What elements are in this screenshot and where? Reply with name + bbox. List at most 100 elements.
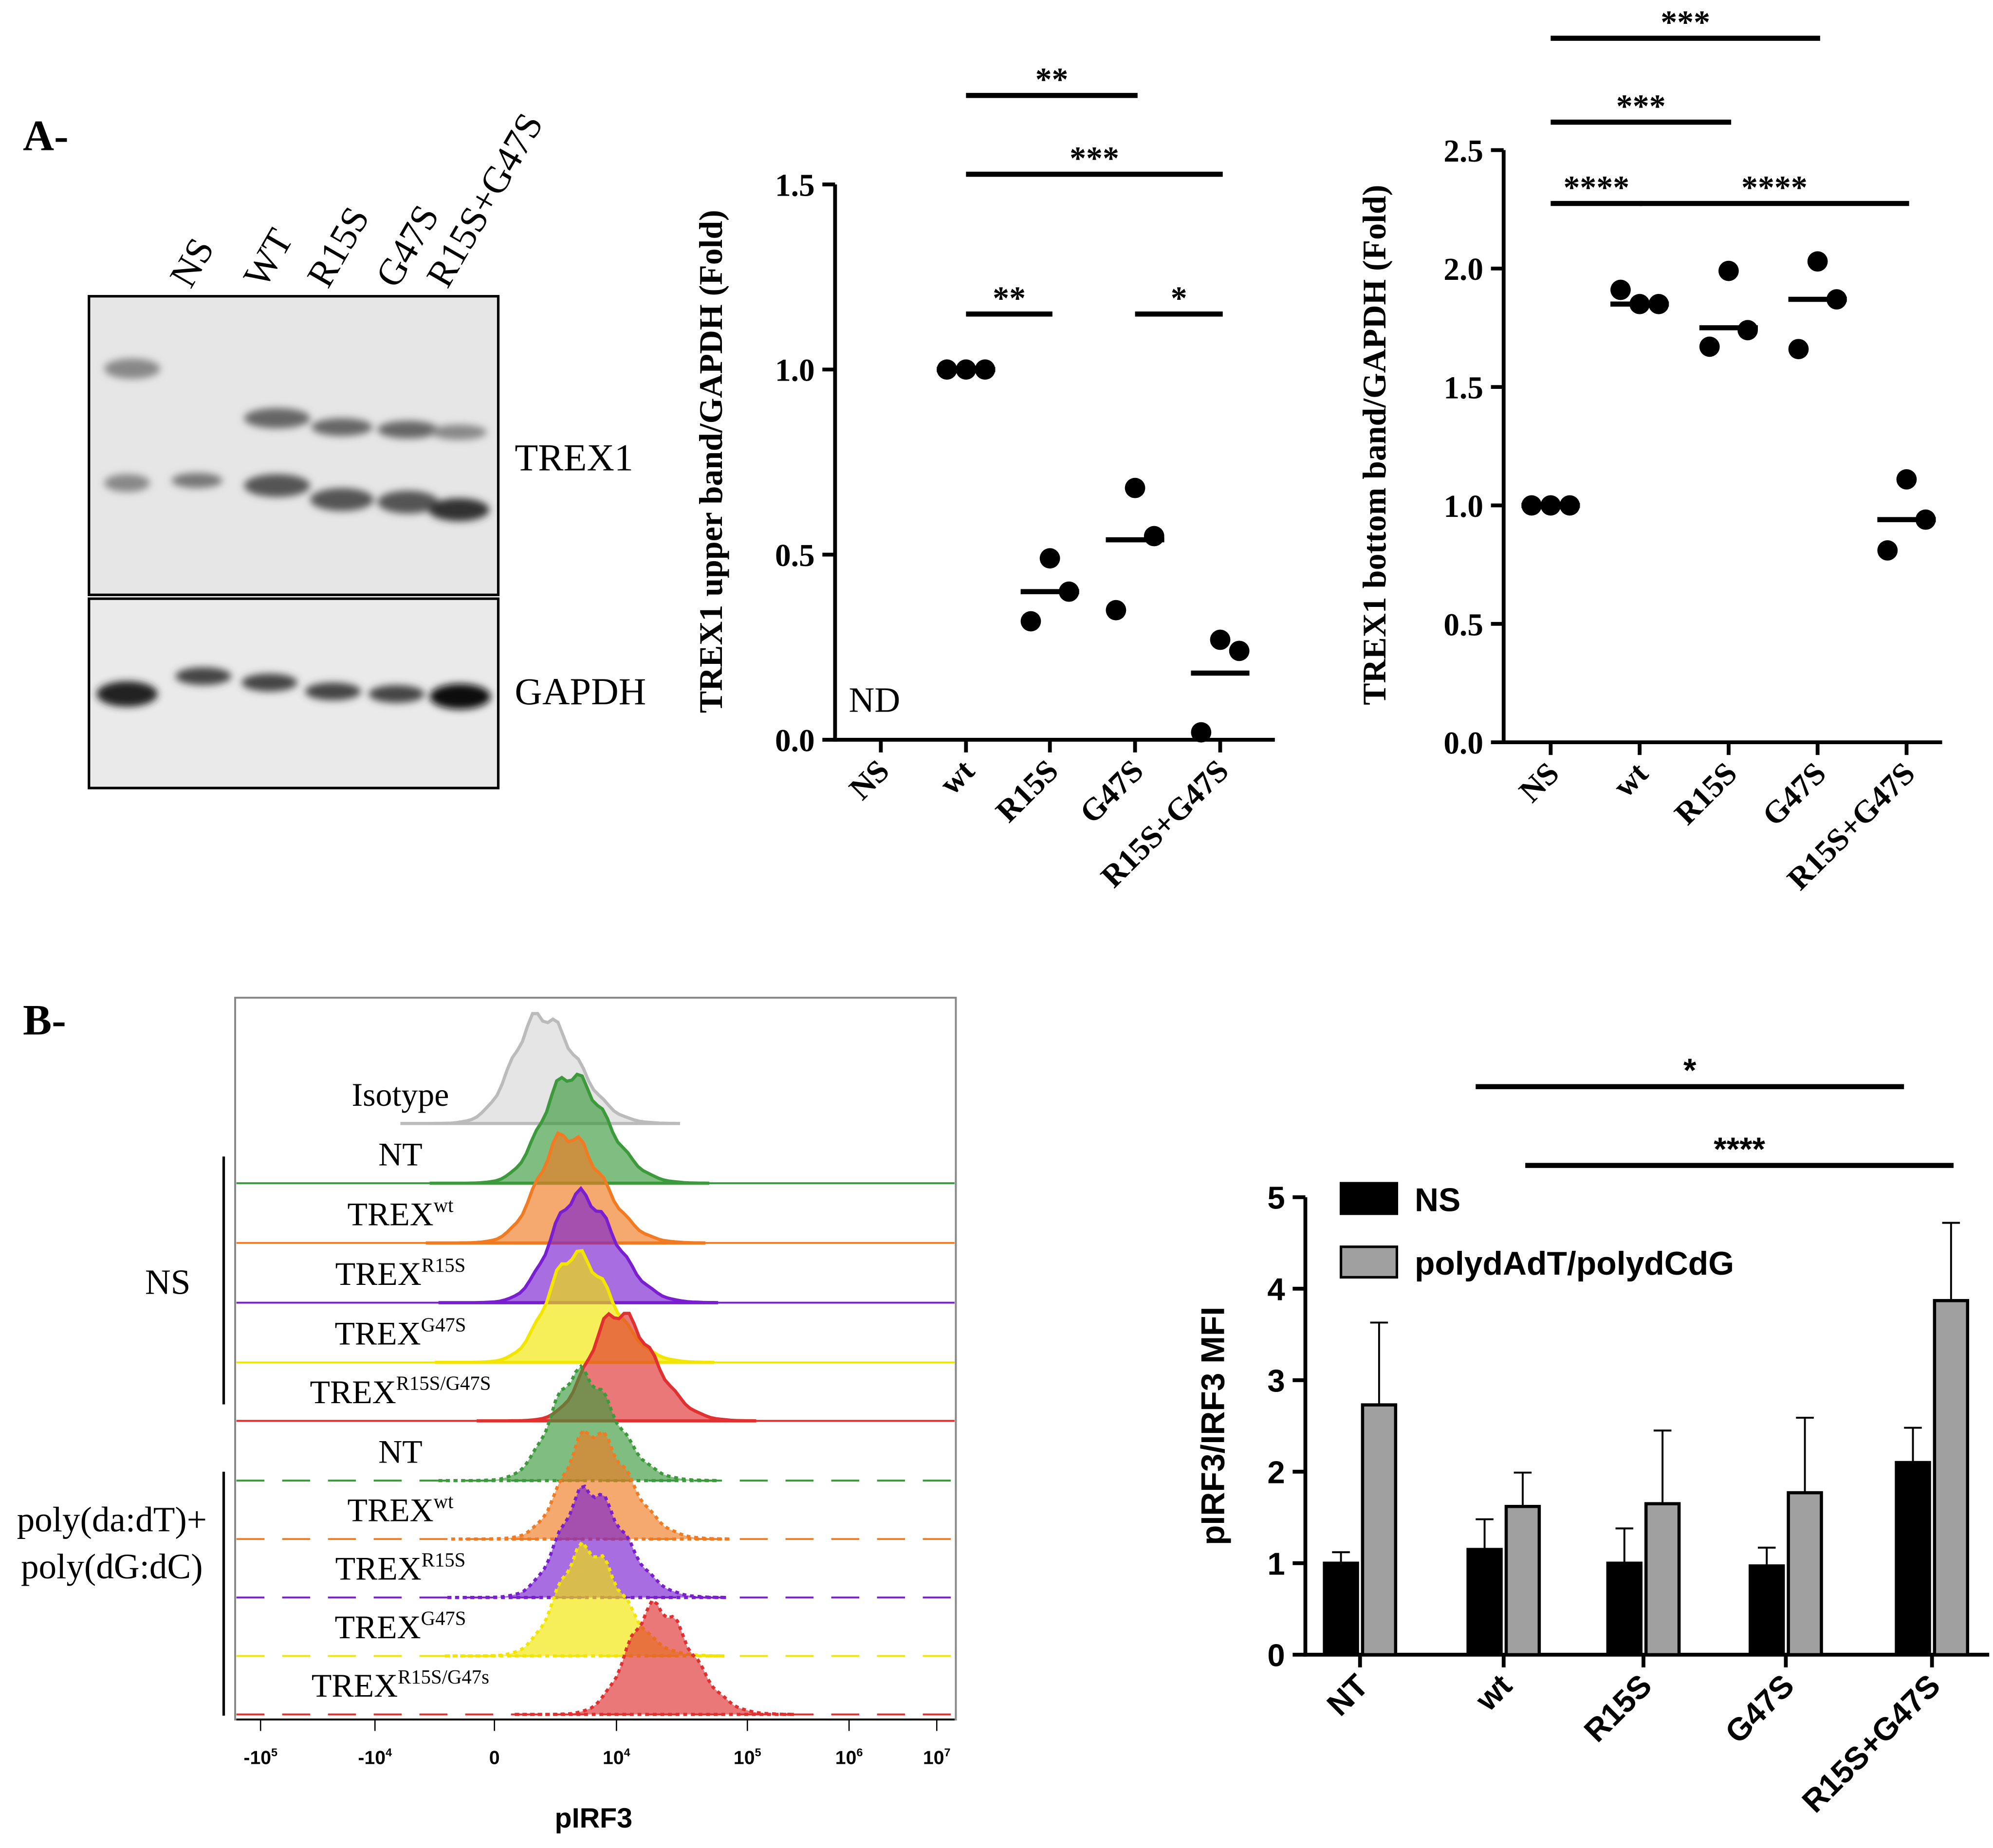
x-tick-label-sup: 7	[944, 1746, 951, 1759]
group-label: NS	[145, 1262, 190, 1301]
x-tick-label: NS	[843, 753, 896, 806]
x-tick-label-base: 10	[835, 1747, 857, 1768]
row-label-sup: R15S/G47S	[396, 1372, 491, 1394]
x-tick-label-base: 10	[734, 1747, 755, 1768]
y-tick-label: 3	[1267, 1363, 1285, 1398]
legend-swatch	[1339, 1182, 1399, 1215]
y-tick-label: 0	[1267, 1637, 1285, 1673]
bar	[1749, 1564, 1785, 1657]
significance-label: ***	[1661, 4, 1710, 40]
panel-label: A-	[23, 112, 69, 160]
histogram	[438, 1186, 719, 1304]
data-point	[1106, 600, 1126, 621]
bar	[1606, 1561, 1643, 1657]
y-tick-label: 1	[1267, 1546, 1285, 1581]
row-label-text: NT	[378, 1434, 422, 1470]
data-point	[1020, 611, 1041, 632]
blot-membrane	[88, 295, 500, 596]
significance-label: ***	[1616, 88, 1666, 125]
significance-label: **	[993, 280, 1026, 316]
significance-label: *	[1171, 280, 1187, 316]
significance-label: *	[1683, 1052, 1697, 1089]
row-label-sup: R15S/G47s	[398, 1666, 489, 1688]
y-tick-label: 4	[1267, 1271, 1285, 1307]
bar	[1323, 1561, 1359, 1657]
data-point	[1896, 469, 1917, 490]
row-label-base: TREX	[334, 1316, 421, 1352]
row-label: TREXR15S	[335, 1254, 466, 1292]
x-tick-label: 0	[489, 1747, 500, 1768]
significance-label: ****	[1564, 169, 1630, 206]
row-label-sup: R15S	[422, 1549, 466, 1571]
x-tick-label-base: -10	[358, 1747, 386, 1768]
lane-label: R15S	[298, 200, 377, 294]
y-tick-label: 1.0	[775, 353, 815, 388]
row-label-sup: G47S	[421, 1608, 466, 1629]
x-tick-label: 106	[835, 1746, 863, 1769]
row-label: TREXwt	[347, 1491, 454, 1529]
x-tick-label-sup: 5	[755, 1746, 761, 1759]
histogram	[400, 1012, 680, 1125]
x-tick-label: -105	[243, 1746, 277, 1769]
data-point	[1610, 279, 1631, 300]
x-tick-label-base: 10	[923, 1747, 944, 1768]
x-tick-label: wt	[933, 753, 981, 802]
x-tick-label: G47S	[1073, 753, 1150, 830]
y-axis-label: TREX1 bottom band/GAPDH (Fold)	[1356, 185, 1393, 705]
data-point	[1210, 629, 1231, 650]
y-axis-label: pIRF3/IRF3 MFI	[1195, 1307, 1231, 1545]
x-axis-label: pIRF3	[555, 1803, 633, 1834]
row-label: NT	[378, 1434, 422, 1470]
x-tick-label: R15S+G47S	[1795, 1667, 1947, 1819]
x-tick-label: wt	[1606, 756, 1655, 805]
x-tick-label: G47S	[1718, 1667, 1801, 1750]
y-tick-label: 0.0	[1443, 726, 1483, 761]
y-tick-label: 5	[1267, 1180, 1285, 1215]
data-point	[1125, 477, 1145, 498]
histogram	[438, 1364, 719, 1482]
data-point	[1039, 548, 1060, 569]
panel-label: B-	[23, 997, 66, 1044]
histogram	[515, 1598, 794, 1716]
row-label-text: Isotype	[352, 1077, 449, 1113]
annotation: ND	[849, 680, 901, 719]
row-label-base: TREX	[335, 1256, 422, 1292]
row-label-sup: R15S	[422, 1254, 466, 1276]
histogram	[429, 1072, 710, 1185]
bar	[1644, 1502, 1681, 1657]
row-label-sup: G47S	[421, 1314, 466, 1336]
group-label: poly(dG:dC)	[21, 1547, 203, 1586]
row-label-sup: wt	[434, 1491, 454, 1513]
row-label-base: TREX	[335, 1551, 422, 1587]
x-tick-label-sup: 5	[271, 1746, 277, 1759]
y-tick-label: 1.0	[1443, 489, 1483, 524]
lane-label: NS	[161, 231, 222, 294]
x-tick-label: -104	[358, 1746, 392, 1769]
y-tick-label: 1.5	[1443, 371, 1483, 406]
histogram	[425, 1131, 706, 1245]
y-tick-label: 2	[1267, 1454, 1285, 1490]
lane-label: WT	[235, 221, 301, 294]
significance-label: ***	[1070, 140, 1119, 177]
histogram	[447, 1484, 727, 1599]
histogram	[477, 1312, 757, 1423]
legend-label: polydAdT/polydCdG	[1415, 1245, 1734, 1282]
row-label-base: TREX	[334, 1609, 421, 1646]
x-tick-label-sup: 4	[624, 1746, 630, 1759]
x-tick-label: R15S	[1577, 1667, 1659, 1749]
bar	[1787, 1491, 1823, 1657]
row-label-text: NT	[378, 1136, 422, 1173]
x-tick-label: R15S	[989, 753, 1065, 829]
significance-label: **	[1035, 61, 1069, 98]
row-label-base: TREX	[347, 1492, 433, 1529]
y-tick-label: 0.5	[775, 538, 815, 573]
band-label: TREX1	[515, 436, 633, 478]
row-label: TREXR15S/G47S	[310, 1372, 491, 1410]
western-blot	[88, 295, 500, 789]
x-tick-label: NT	[1320, 1667, 1375, 1722]
legend-swatch	[1339, 1245, 1399, 1279]
histogram	[434, 1249, 715, 1364]
group-label: poly(da:dT)+	[17, 1500, 207, 1539]
y-tick-label: 1.5	[775, 168, 815, 203]
